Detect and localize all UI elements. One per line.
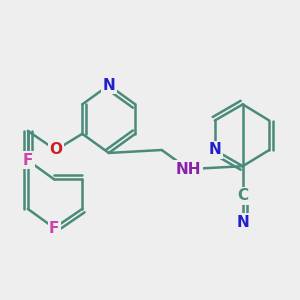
Text: C: C <box>237 188 248 203</box>
Text: F: F <box>49 220 59 236</box>
Text: F: F <box>22 153 33 168</box>
Text: O: O <box>49 142 62 158</box>
Text: NH: NH <box>176 162 201 177</box>
Text: N: N <box>236 214 249 230</box>
Text: N: N <box>102 78 115 93</box>
Text: N: N <box>208 142 221 158</box>
